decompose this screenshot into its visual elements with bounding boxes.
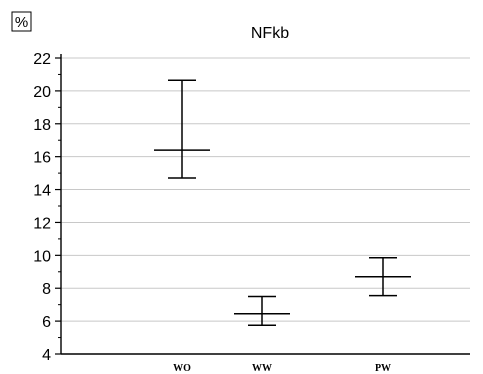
x-category-label: PW (375, 363, 391, 374)
error-bar-pw (355, 257, 411, 297)
unit-box (11, 11, 32, 32)
y-tick-label: 20 (33, 84, 51, 101)
y-tick-label: 12 (33, 215, 51, 232)
y-tick-label: 4 (42, 347, 51, 364)
y-tick-labels: 4 6 8 10 12 14 16 18 20 22 (33, 51, 51, 364)
error-bars (154, 79, 411, 326)
y-tick-label: 10 (33, 248, 51, 265)
x-category-labels: WO WW PW (173, 363, 391, 374)
y-tick-label: 8 (42, 281, 51, 298)
error-bar-ww (234, 295, 290, 326)
unit-label: % (15, 14, 28, 31)
axes (55, 54, 470, 355)
y-tick-label: 18 (33, 117, 51, 134)
chart-title: NFkb (251, 25, 289, 42)
y-tick-label: 6 (42, 314, 51, 331)
x-category-label: WW (252, 363, 272, 374)
error-bar-wo (154, 79, 210, 179)
y-tick-label: 14 (33, 183, 51, 200)
y-tick-label: 22 (33, 51, 51, 68)
x-category-label: WO (173, 363, 191, 374)
gridlines (61, 57, 470, 322)
y-tick-label: 16 (33, 150, 51, 167)
